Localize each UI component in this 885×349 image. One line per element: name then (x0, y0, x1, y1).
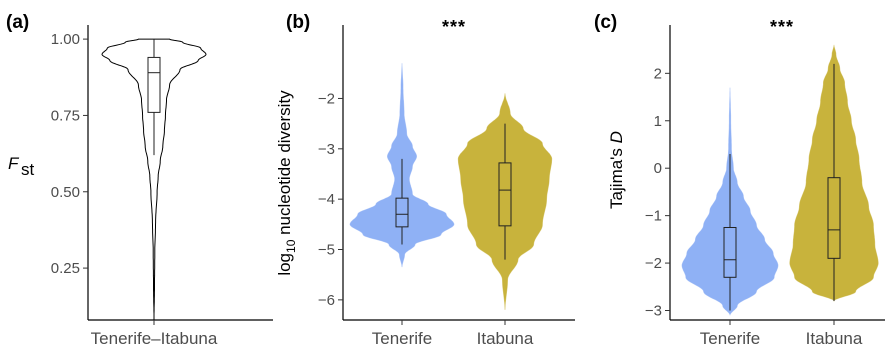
x-tick-label: Itabuna (806, 329, 863, 348)
violin-0 (101, 38, 207, 320)
panel-c-letter: (c) (594, 12, 617, 33)
y-tick-label: −5 (318, 242, 335, 259)
panel-a: (a) F st 0.25 0.50 0.75 1.00 Tenerife–Itabun… (6, 12, 273, 348)
x-tick-label: Tenerife–Itabuna (91, 329, 218, 348)
y-tick-label: 0.25 (51, 260, 80, 277)
panel-a-ylabel-main: F (8, 154, 20, 173)
y-tick-label: 1.00 (51, 31, 80, 48)
y-tick-label: −1 (645, 208, 662, 225)
y-tick-label: 1 (654, 113, 662, 130)
x-tick-label: Itabuna (477, 329, 534, 348)
y-tick-label: −4 (318, 191, 335, 208)
y-tick-label: −2 (645, 255, 662, 272)
panel-b-ylabel-rest: nucleotide diversity (275, 90, 294, 240)
panel-b-ylabel-sub: 10 (284, 239, 298, 253)
panel-c-y-axis-title: Tajima's D (607, 131, 626, 209)
y-tick-label: 2 (654, 65, 662, 82)
panel-c: (c) *** Tajima's D −3 −2 −1 0 1 2 Tenerife Itab… (594, 12, 885, 348)
box-iqr (498, 162, 512, 227)
y-tick-label: 0.50 (51, 184, 80, 201)
box-iqr (147, 56, 161, 113)
box-iqr (827, 177, 841, 259)
y-tick-label: −3 (318, 141, 335, 158)
box-iqr (723, 226, 737, 278)
panel-b-ylabel-main: log (275, 253, 294, 276)
panel-b: (b) *** log10 nucleotide diversity −6 −5 −… (275, 12, 575, 348)
panel-c-ylabel-italic: D (607, 131, 626, 143)
box-iqr (395, 197, 409, 228)
panel-a-ylabel-sub: st (21, 160, 35, 179)
panel-b-significance: *** (442, 17, 466, 37)
y-tick-label: −3 (645, 303, 662, 320)
panel-c-ylabel-main: Tajima's (607, 143, 626, 209)
y-tick-label: −6 (318, 292, 335, 309)
panel-c-significance: *** (770, 17, 794, 37)
y-tick-label: 0 (654, 160, 662, 177)
panel-b-y-axis-title: log10 nucleotide diversity (275, 90, 298, 276)
x-tick-label: Tenerife (372, 329, 432, 348)
panel-b-letter: (b) (286, 12, 310, 33)
y-tick-label: 0.75 (51, 107, 80, 124)
x-tick-label: Tenerife (700, 329, 760, 348)
panel-a-y-axis-title: F st (8, 154, 35, 179)
y-tick-label: −2 (318, 90, 335, 107)
panel-a-letter: (a) (6, 12, 29, 33)
